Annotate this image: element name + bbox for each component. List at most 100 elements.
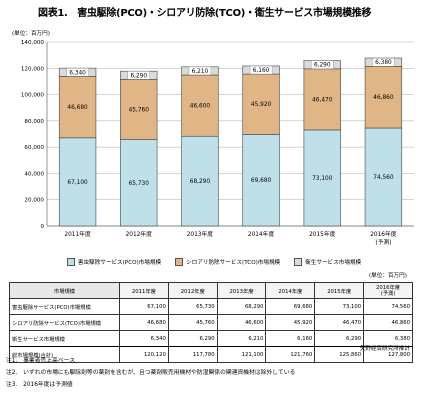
data-label: 6,380 <box>375 60 392 66</box>
table-cell: 46,860 <box>363 314 413 331</box>
table-row-label: 衛生サービス市場規模 <box>9 330 120 347</box>
figure-title: 図表1. 害虫駆除(PCO)・シロアリ防除(TCO)・衛生サービス市場規模推移 <box>38 8 372 19</box>
table-total-row: 総市場規模(合計) 120,120 117,780 121,100 121,76… <box>9 346 413 363</box>
x-tick-label: 2011年度 <box>64 230 91 238</box>
data-label: 73,100 <box>312 176 333 182</box>
legend-swatch-sanitation <box>294 258 303 266</box>
data-label: 45,920 <box>251 102 272 108</box>
data-label-box <box>311 60 334 69</box>
x-tick-label: 2013年度 <box>187 230 214 238</box>
legend-label-sanitation: 衛生サービス市場規模 <box>305 260 362 266</box>
x-tick-label: 2016年度 <box>370 230 397 238</box>
table-cell: 127,800 <box>363 346 413 363</box>
y-tick-label: 100,000 <box>21 93 45 99</box>
data-label: 67,100 <box>67 180 88 186</box>
table-cell: 6,160 <box>265 330 316 347</box>
y-tick-label: 60,000 <box>24 145 44 151</box>
table-cell: 46,470 <box>314 314 365 331</box>
table-cell: 121,100 <box>216 346 267 363</box>
table-cell: 6,290 <box>314 330 365 347</box>
legend-swatch-tco <box>175 258 184 266</box>
bar-segment <box>242 134 280 227</box>
note-3: 注3. 2016年度は予測値 <box>6 382 73 388</box>
data-label-box <box>249 65 273 75</box>
table-col-header: 2011年度 <box>119 282 169 299</box>
note-1: 注1. 事業者売上高ベース <box>6 358 76 364</box>
data-label: 6,210 <box>192 69 209 75</box>
bar-segment <box>242 73 280 135</box>
market-size-table: 市場規模 2011年度 2012年度 2013年度 2014年度 2015年度 … <box>9 282 413 363</box>
data-label: 6,290 <box>130 73 147 79</box>
legend-label-tco: シロアリ防除サービス(TCO)市場規模 <box>186 260 281 266</box>
data-label-box <box>188 66 212 76</box>
y-tick-label: 120,000 <box>21 66 45 72</box>
data-label: 46,470 <box>312 97 333 103</box>
source-credit: 矢野経済研究所推計 <box>359 346 410 352</box>
table-cell: 6,340 <box>119 330 169 347</box>
data-label: 6,340 <box>69 70 86 76</box>
table-row-label: シロアリ防除サービス(TCO)市場規模 <box>9 314 120 331</box>
legend-label-pco: 害虫駆除サービス(PCO)市場規模 <box>77 260 162 266</box>
y-tick-label: 20,000 <box>24 198 44 204</box>
table-header-label: 市場規模 <box>9 282 120 299</box>
data-label-box <box>66 68 89 77</box>
table-unit-label: (単位：百万円) <box>369 273 407 279</box>
data-label: 6,160 <box>253 68 270 74</box>
table-row-label: 害虫駆除サービス(PCO)市場規模 <box>9 298 120 315</box>
table-cell: 65,730 <box>167 298 218 315</box>
note-2: 注2. いずれの市場にも駆除剤等の薬剤を含むが、且つ薬剤販売用機材や防湿関係の関… <box>6 370 296 376</box>
y-unit-label: (単位：百万円) <box>12 29 50 37</box>
table-cell: 120,120 <box>119 346 169 363</box>
data-label: 46,860 <box>373 95 394 101</box>
bar-segment <box>58 76 97 139</box>
table-cell: 67,100 <box>119 298 169 315</box>
data-label: 65,730 <box>129 181 150 187</box>
table-cell: 74,560 <box>363 298 413 315</box>
data-label: 74,560 <box>373 175 394 181</box>
table-cell: 46,600 <box>216 314 267 331</box>
table-cell: 6,290 <box>167 330 218 347</box>
table-col-header: 2014年度 <box>265 282 316 299</box>
x-tick-label: 2014年度 <box>248 230 275 238</box>
table-col-header: 2016年度 (予測) <box>363 282 413 299</box>
bar-segment <box>120 79 158 140</box>
table-row-label: 総市場規模(合計) <box>9 346 120 363</box>
table-cell: 45,920 <box>265 314 316 331</box>
data-label-box <box>372 58 395 67</box>
table-cell: 69,680 <box>265 298 316 315</box>
data-label: 69,680 <box>251 178 272 184</box>
table-cell: 68,290 <box>216 298 267 315</box>
table-cell: 117,780 <box>167 346 218 363</box>
table-cell: 46,680 <box>119 314 169 331</box>
table-cell: 6,210 <box>216 330 267 347</box>
y-tick-label: 0 <box>40 224 44 230</box>
table-col-header: 2013年度 <box>216 282 267 299</box>
y-tick-label: 40,000 <box>24 171 44 177</box>
bar-segment <box>364 66 403 129</box>
table-col-header: 2012年度 <box>167 282 218 299</box>
data-label: 6,290 <box>314 63 331 69</box>
bar-segment <box>303 129 341 227</box>
y-tick-label: 80,000 <box>24 119 44 125</box>
table-row: 害虫駆除サービス(PCO)市場規模 67,100 65,730 68,290 6… <box>9 298 413 315</box>
table-col-header: 2015年度 <box>314 282 365 299</box>
data-label: 46,600 <box>190 104 211 110</box>
x-tick-sublabel: (予測) <box>375 238 391 246</box>
data-label: 68,290 <box>190 179 211 185</box>
bar-segment <box>303 68 341 131</box>
legend-item-sanitation: 衛生サービス市場規模 <box>294 258 361 266</box>
plot-area <box>47 42 414 226</box>
data-label: 45,760 <box>129 108 150 114</box>
stacked-bar-chart: 0 20,000 40,000 60,000 80,000 100,000 120,000 1… <box>12 29 414 246</box>
table-cell: 45,760 <box>167 314 218 331</box>
legend-swatch-pco <box>66 258 75 266</box>
legend-item-pco: 害虫駆除サービス(PCO)市場規模 <box>66 258 162 266</box>
table-row: シロアリ防除サービス(TCO)市場規模 46,680 45,760 46,600… <box>9 314 413 331</box>
table-cell: 121,760 <box>265 346 316 363</box>
bar-segment <box>364 127 403 227</box>
y-tick-label: 140,000 <box>21 40 45 46</box>
data-label: 46,680 <box>67 105 88 111</box>
bar-segment <box>181 74 219 137</box>
legend-item-tco: シロアリ防除サービス(TCO)市場規模 <box>175 258 280 266</box>
x-tick-label: 2012年度 <box>126 230 153 238</box>
